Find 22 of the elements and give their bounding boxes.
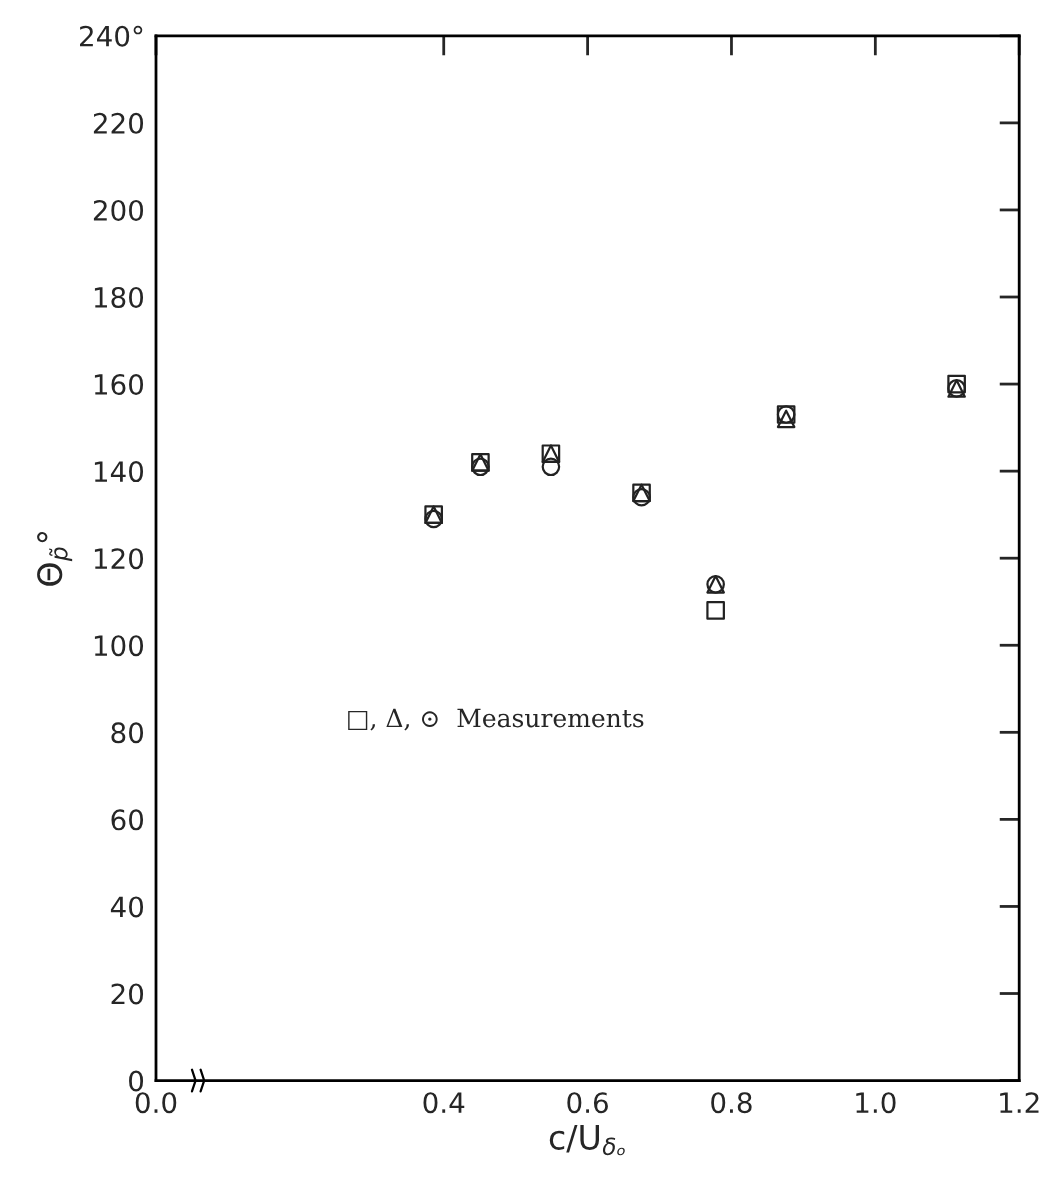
y-tick-label: 60 <box>111 809 144 831</box>
y-tick-label: 180 <box>94 286 144 308</box>
y-tick-label: 240° <box>80 25 143 47</box>
y-tick-label: 220 <box>93 112 144 134</box>
y-tick-label: 40 <box>110 896 144 918</box>
y-tick-label: 160 <box>94 374 144 396</box>
y-axis-title: Θ$_{p̃}$° <box>37 531 73 586</box>
y-tick-label: 200 <box>93 199 144 221</box>
x-tick-label: 1.2 <box>1000 1092 1039 1113</box>
y-tick-label: 140 <box>94 461 144 483</box>
annotation: □, Δ, ⊙ Measurements <box>348 708 644 731</box>
y-tick-label: 20 <box>111 983 144 1005</box>
x-axis-title: c/U$_{δₒ}$ <box>549 1125 625 1156</box>
x-tick-label: 0.4 <box>423 1092 465 1114</box>
x-tick-label: 0.8 <box>711 1092 752 1114</box>
y-tick-label: 80 <box>111 722 144 744</box>
y-tick-label: 100 <box>94 635 144 657</box>
x-tick-label: 0.6 <box>567 1092 608 1114</box>
y-tick-label: 0 <box>129 1070 144 1092</box>
x-tick-label: 1.0 <box>856 1092 896 1114</box>
y-tick-label: 120 <box>94 548 144 570</box>
x-tick-label: 0.0 <box>135 1092 177 1114</box>
